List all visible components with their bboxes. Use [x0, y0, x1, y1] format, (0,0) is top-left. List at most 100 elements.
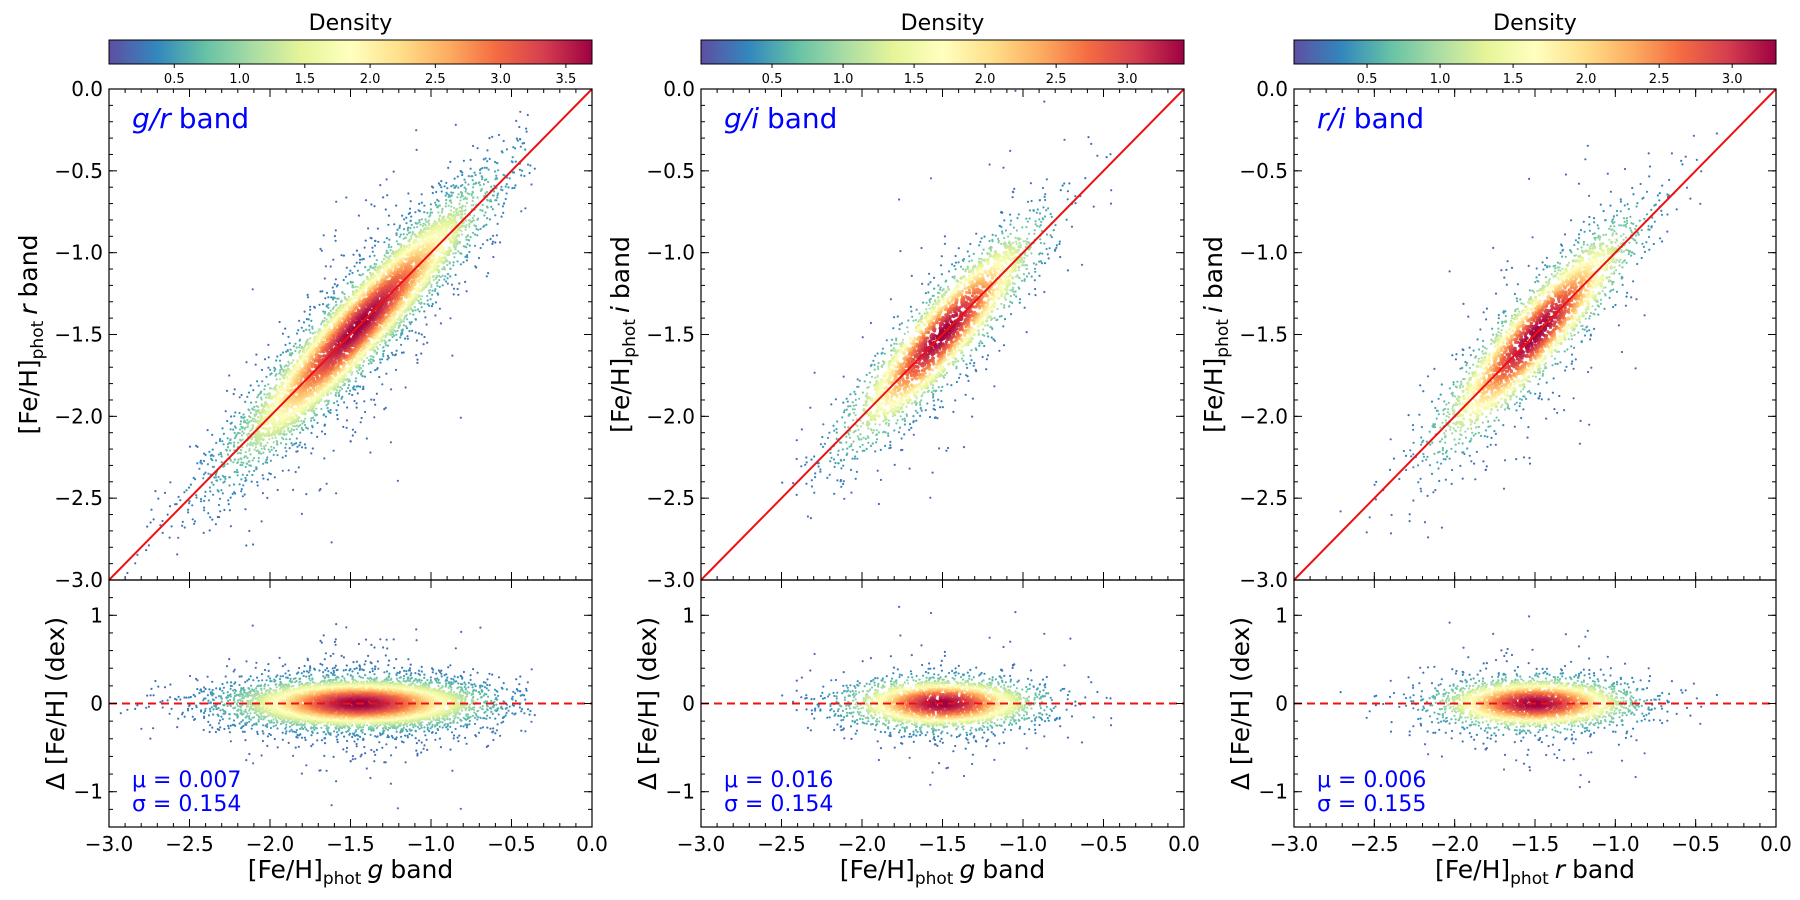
scatter-point	[251, 288, 254, 291]
scatter-point	[325, 349, 329, 353]
scatter-point	[452, 211, 455, 214]
scatter-point	[177, 495, 180, 498]
scatter-point	[513, 186, 516, 189]
scatter-point	[339, 358, 343, 362]
scatter-point	[476, 196, 479, 199]
scatter-point	[521, 142, 524, 145]
scatter-point	[385, 310, 389, 314]
scatter-point	[260, 442, 263, 445]
scatter-point	[481, 243, 484, 246]
scatter-point	[482, 225, 485, 228]
scatter-point	[485, 166, 488, 169]
scatter-point	[436, 206, 439, 209]
scatter-point	[323, 320, 326, 323]
scatter-point	[283, 429, 286, 433]
scatter-point	[241, 430, 244, 433]
scatter-point	[379, 361, 382, 364]
scatter-point	[395, 338, 398, 342]
scatter-point	[195, 496, 198, 499]
scatter-point	[334, 393, 337, 396]
scatter-point	[225, 449, 228, 452]
scatter-point	[430, 285, 433, 288]
scatter-point	[524, 207, 527, 210]
scatter-point	[411, 231, 414, 234]
scatter-point	[447, 195, 450, 198]
scatter-point	[324, 297, 327, 300]
scatter-point	[261, 437, 265, 442]
scatter-point	[383, 339, 386, 342]
scatter-point	[288, 415, 292, 419]
scatter-point	[444, 194, 447, 197]
scatter-point	[431, 289, 434, 292]
scatter-point	[406, 327, 409, 330]
scatter-point	[497, 192, 500, 195]
scatter-point	[440, 190, 443, 193]
scatter-point	[275, 414, 279, 418]
scatter-point	[294, 470, 297, 474]
scatter-point	[272, 428, 276, 432]
scatter-point	[376, 283, 380, 287]
colorbar-tick-label: 2.5	[425, 72, 446, 87]
scatter-point	[251, 417, 254, 420]
scatter-point	[413, 259, 417, 263]
scatter-point	[238, 428, 242, 431]
scatter-point	[376, 347, 379, 350]
scatter-point	[409, 260, 413, 265]
scatter-point	[485, 275, 488, 278]
scatter-point	[356, 392, 359, 395]
scatter-point	[459, 225, 463, 229]
scatter-point	[376, 227, 379, 230]
scatter-point	[351, 321, 355, 325]
scatter-point	[349, 440, 352, 443]
scatter-point	[446, 272, 449, 276]
scatter-point	[409, 226, 412, 230]
scatter-point	[157, 497, 160, 500]
scatter-point	[390, 388, 393, 391]
scatter-point	[447, 166, 450, 169]
scatter-point	[355, 358, 359, 362]
scatter-point	[305, 328, 308, 331]
scatter-point	[275, 378, 278, 381]
scatter-point	[415, 222, 418, 225]
scatter-point	[285, 402, 290, 406]
scatter-point	[515, 137, 519, 140]
scatter-point	[496, 162, 499, 165]
scatter-point	[413, 306, 416, 309]
scatter-point	[293, 412, 297, 416]
scatter-point	[267, 366, 270, 369]
scatter-point	[362, 359, 365, 363]
scatter-point	[297, 466, 300, 469]
scatter-point	[401, 214, 404, 217]
scatter-point	[208, 529, 211, 532]
scatter-point	[232, 483, 236, 486]
scatter-point	[363, 375, 366, 378]
scatter-point	[387, 214, 391, 217]
scatter-point	[449, 199, 452, 202]
scatter-point	[340, 306, 344, 310]
scatter-point	[313, 419, 316, 422]
scatter-point	[332, 290, 335, 293]
scatter-point	[266, 456, 269, 459]
scatter-point	[275, 439, 278, 442]
scatter-point	[240, 393, 243, 397]
scatter-point	[312, 340, 316, 344]
scatter-point	[220, 455, 223, 458]
scatter-point	[363, 246, 366, 249]
scatter-point	[447, 236, 451, 241]
scatter-point	[454, 248, 457, 251]
scatter-point	[161, 531, 164, 535]
scatter-point	[433, 220, 436, 223]
scatter-point	[285, 376, 289, 380]
scatter-point	[516, 139, 519, 142]
scatter-point	[416, 361, 419, 364]
scatter-point	[446, 187, 449, 190]
scatter-point	[312, 332, 315, 335]
scatter-point	[140, 593, 142, 595]
scatter-point	[253, 405, 256, 408]
scatter-point	[386, 318, 390, 322]
scatter-point	[381, 346, 385, 349]
scatter-point	[353, 385, 356, 388]
scatter-point	[295, 450, 298, 453]
scatter-point	[199, 459, 202, 462]
scatter-point	[246, 422, 250, 425]
